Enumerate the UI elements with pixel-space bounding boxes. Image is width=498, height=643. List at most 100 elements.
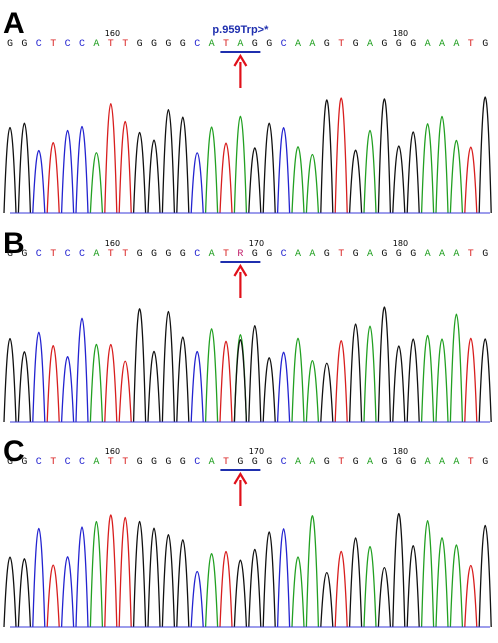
base-call: C bbox=[79, 39, 85, 50]
base-call: T bbox=[338, 457, 344, 468]
base-call: C bbox=[36, 249, 42, 260]
base-call: T bbox=[122, 457, 128, 468]
trace-c bbox=[32, 318, 291, 423]
base-call: G bbox=[165, 39, 171, 50]
trace-c bbox=[32, 125, 291, 214]
base-call: G bbox=[180, 249, 186, 260]
base-call: G bbox=[482, 457, 488, 468]
base-call: G bbox=[180, 457, 186, 468]
base-call: A bbox=[453, 457, 459, 468]
base-call: A bbox=[425, 457, 431, 468]
base-call: G bbox=[381, 249, 387, 260]
base-call: G bbox=[151, 249, 157, 260]
base-call: A bbox=[439, 39, 445, 50]
mutation-label: p.959Trp>* bbox=[212, 24, 269, 36]
base-call: A bbox=[425, 39, 431, 50]
base-call: T bbox=[223, 39, 229, 50]
base-call: T bbox=[223, 457, 229, 468]
base-call: A bbox=[439, 249, 445, 260]
base-call: T bbox=[338, 249, 344, 260]
base-call: C bbox=[65, 457, 71, 468]
base-call: G bbox=[137, 457, 143, 468]
base-call: G bbox=[21, 457, 27, 468]
base-call: G bbox=[7, 39, 13, 50]
arrow-head-icon bbox=[233, 471, 248, 485]
base-call: G bbox=[410, 457, 416, 468]
base-call: G bbox=[381, 39, 387, 50]
base-call: A bbox=[295, 39, 301, 50]
base-call: A bbox=[209, 457, 215, 468]
base-call: G bbox=[137, 39, 143, 50]
trace-c bbox=[32, 526, 291, 628]
base-call: G bbox=[381, 457, 387, 468]
base-call: C bbox=[281, 249, 287, 260]
base-call: G bbox=[266, 249, 272, 260]
base-call: T bbox=[50, 249, 56, 260]
base-call: G bbox=[324, 249, 330, 260]
base-call: A bbox=[425, 249, 431, 260]
base-call: G bbox=[7, 249, 13, 260]
base-call: G bbox=[21, 39, 27, 50]
base-call: G bbox=[237, 457, 243, 468]
base-call: C bbox=[281, 457, 287, 468]
base-call: G bbox=[7, 457, 13, 468]
base-call: G bbox=[266, 39, 272, 50]
base-call: A bbox=[367, 39, 373, 50]
base-call: A bbox=[439, 457, 445, 468]
base-call: G bbox=[324, 39, 330, 50]
base-call: T bbox=[468, 457, 474, 468]
base-call: G bbox=[266, 457, 272, 468]
base-call: G bbox=[324, 457, 330, 468]
panel-letter: C bbox=[3, 435, 25, 468]
trace-t bbox=[46, 337, 478, 423]
base-call: C bbox=[194, 457, 200, 468]
base-call: G bbox=[353, 39, 359, 50]
base-call: C bbox=[79, 457, 85, 468]
arrow-head-icon bbox=[233, 263, 248, 277]
base-call: G bbox=[165, 249, 171, 260]
trace-a bbox=[89, 313, 464, 423]
base-call: R bbox=[237, 249, 243, 260]
base-call: G bbox=[410, 39, 416, 50]
trace-g bbox=[3, 96, 492, 214]
base-call: T bbox=[50, 39, 56, 50]
base-call: G bbox=[151, 39, 157, 50]
base-call: C bbox=[194, 249, 200, 260]
base-call: C bbox=[65, 39, 71, 50]
base-call: T bbox=[468, 39, 474, 50]
position-label: 170 bbox=[249, 239, 264, 248]
trace-a bbox=[89, 115, 464, 214]
base-call: T bbox=[108, 39, 114, 50]
base-call: A bbox=[367, 249, 373, 260]
position-label: 170 bbox=[249, 447, 264, 456]
base-call: A bbox=[237, 39, 243, 50]
trace-group bbox=[3, 306, 492, 423]
base-call: T bbox=[338, 39, 344, 50]
trace-g bbox=[3, 512, 492, 628]
position-label: 160 bbox=[105, 447, 120, 456]
arrow-head-icon bbox=[233, 53, 248, 67]
base-call: G bbox=[396, 457, 402, 468]
trace-a bbox=[89, 514, 464, 628]
base-call: A bbox=[295, 249, 301, 260]
base-call: G bbox=[151, 457, 157, 468]
base-call: A bbox=[309, 39, 315, 50]
position-label: 160 bbox=[105, 239, 120, 248]
base-call: G bbox=[482, 249, 488, 260]
base-call: A bbox=[209, 249, 215, 260]
base-call: C bbox=[65, 249, 71, 260]
base-call: T bbox=[50, 457, 56, 468]
base-call: T bbox=[468, 249, 474, 260]
base-call: G bbox=[180, 39, 186, 50]
base-call: A bbox=[453, 39, 459, 50]
panel-letter: A bbox=[3, 7, 25, 40]
trace-t bbox=[46, 97, 478, 214]
base-call: A bbox=[367, 457, 373, 468]
base-call: A bbox=[309, 249, 315, 260]
trace-g bbox=[3, 306, 492, 423]
base-call: A bbox=[93, 39, 99, 50]
base-call: G bbox=[21, 249, 27, 260]
